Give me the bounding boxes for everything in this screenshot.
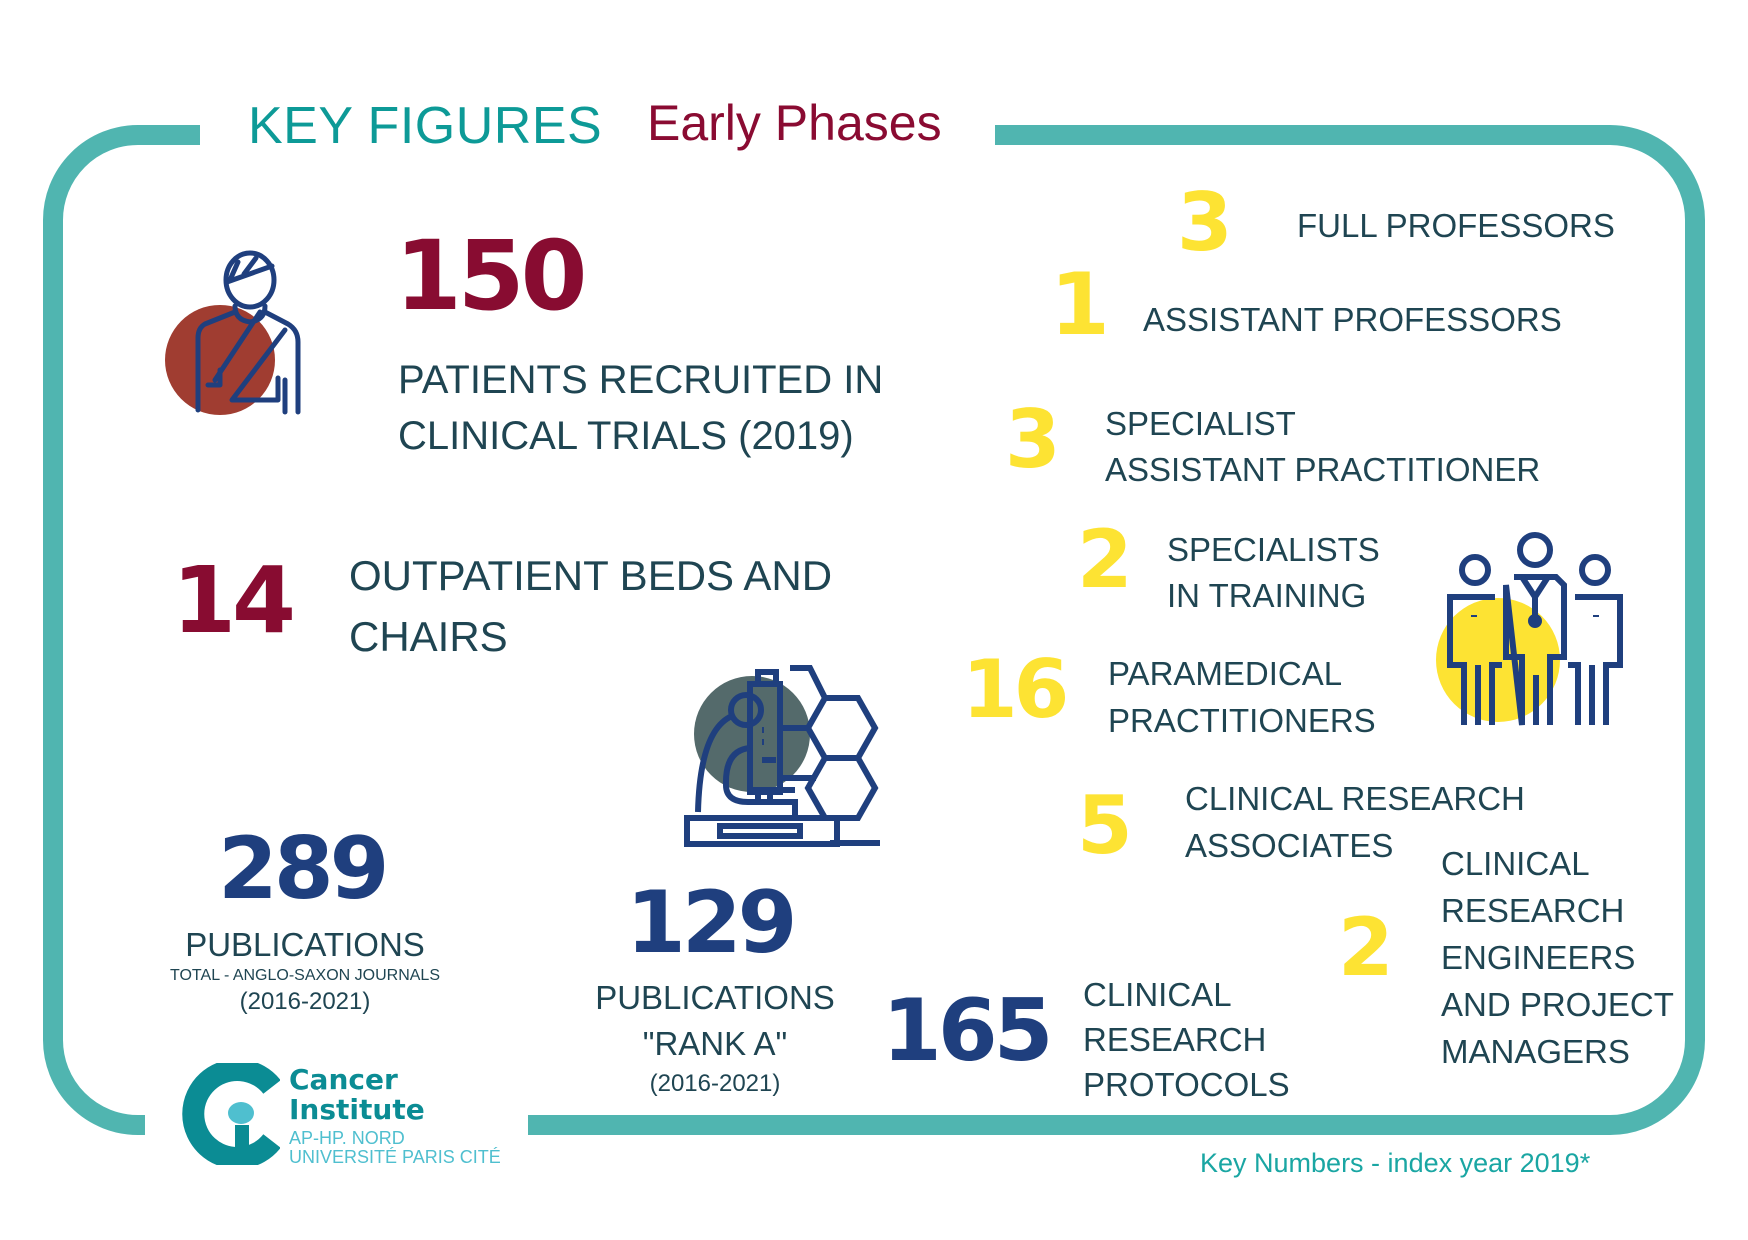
- staff-value-assistant-professors: 1: [1050, 255, 1110, 355]
- protocols-label-line: RESEARCH: [1083, 1021, 1267, 1058]
- staff-value-full-professors: 3: [1177, 176, 1233, 269]
- protocols-label-line: PROTOCOLS: [1083, 1066, 1290, 1103]
- patients-label: PATIENTS RECRUITED IN CLINICAL TRIALS (2…: [398, 352, 883, 464]
- staff-value-specialist-assistant: 3: [1005, 393, 1061, 486]
- logo-org: AP-HP. NORD: [289, 1128, 405, 1148]
- staff-label-line: CLINICAL RESEARCH: [1185, 780, 1525, 817]
- staff-label-line: ENGINEERS: [1441, 939, 1636, 976]
- beds-value: 14: [172, 547, 296, 654]
- patients-value: 150: [395, 220, 587, 332]
- staff-label-full-professors: FULL PROFESSORS: [1297, 207, 1615, 244]
- publications-total-label-block: PUBLICATIONS TOTAL - ANGLO-SAXON JOURNAL…: [155, 925, 455, 1017]
- logo-name: Cancer: [289, 1063, 398, 1096]
- beds-label-line: OUTPATIENT BEDS AND: [349, 552, 833, 599]
- page-subtitle: Early Phases: [647, 95, 942, 151]
- staff-label-line: RESEARCH: [1441, 892, 1625, 929]
- publications-rank-a-label: PUBLICATIONS: [595, 979, 835, 1016]
- staff-label-line: SPECIALIST: [1105, 405, 1296, 442]
- staff-label-paramedical: PARAMEDICAL PRACTITIONERS: [1108, 650, 1376, 744]
- staff-label-specialist-assistant: SPECIALIST ASSISTANT PRACTITIONER: [1105, 401, 1540, 493]
- staff-label-research-associates: CLINICAL RESEARCH ASSOCIATES: [1185, 775, 1525, 869]
- logo-name-2: Institute: [289, 1093, 425, 1126]
- publications-rank-a-value: 129: [626, 873, 798, 973]
- staff-label-line: SPECIALISTS: [1167, 531, 1380, 568]
- staff-label-assistant-professors: ASSISTANT PROFESSORS: [1143, 301, 1562, 338]
- injured-patient-icon: [160, 250, 330, 420]
- protocols-label: CLINICAL RESEARCH PROTOCOLS: [1083, 972, 1290, 1107]
- protocols-label-line: CLINICAL: [1083, 976, 1232, 1013]
- medical-team-icon: [1430, 525, 1640, 730]
- staff-label-engineers: CLINICAL RESEARCH ENGINEERS AND PROJECT …: [1441, 840, 1674, 1075]
- publications-total-value: 289: [218, 819, 390, 919]
- patients-label-line: CLINICAL TRIALS (2019): [398, 414, 854, 458]
- staff-label-line: PRACTITIONERS: [1108, 702, 1376, 739]
- patients-label-line: PATIENTS RECRUITED IN: [398, 358, 884, 402]
- protocols-value: 165: [882, 981, 1054, 1081]
- beds-label-line: CHAIRS: [349, 613, 508, 660]
- staff-value-specialists-training: 2: [1077, 513, 1133, 606]
- publications-total-sublabel: TOTAL - ANGLO-SAXON JOURNALS: [170, 967, 440, 984]
- staff-label-line: CLINICAL: [1441, 845, 1590, 882]
- staff-label-line: AND PROJECT: [1441, 986, 1674, 1023]
- publications-total-label: PUBLICATIONS: [185, 926, 425, 963]
- staff-value-research-associates: 5: [1077, 779, 1133, 872]
- staff-value-engineers: 2: [1338, 901, 1394, 994]
- title-gap: [200, 115, 995, 155]
- staff-label-line: IN TRAINING: [1167, 577, 1367, 614]
- staff-label-line: ASSOCIATES: [1185, 827, 1394, 864]
- publications-rank-a-label-block: PUBLICATIONS "RANK A" (2016-2021): [570, 975, 860, 1101]
- microscope-icon: [680, 660, 880, 850]
- publications-rank-a-period: (2016-2021): [649, 1070, 781, 1097]
- staff-value-paramedical: 16: [962, 643, 1069, 736]
- staff-label-line: MANAGERS: [1441, 1033, 1630, 1070]
- staff-label-specialists-training: SPECIALISTS IN TRAINING: [1167, 527, 1380, 619]
- staff-label-line: ASSISTANT PRACTITIONER: [1105, 451, 1541, 488]
- beds-label: OUTPATIENT BEDS AND CHAIRS: [349, 545, 832, 667]
- logo-university: UNIVERSITÉ PARIS CITÉ: [289, 1147, 501, 1167]
- footer-note: Key Numbers - index year 2019*: [1200, 1148, 1591, 1178]
- publications-rank-a-sublabel: "RANK A": [642, 1025, 788, 1062]
- page-title: KEY FIGURES: [248, 97, 603, 155]
- staff-label-line: PARAMEDICAL: [1108, 655, 1343, 692]
- cancer-institute-logo: Cancer Institute AP-HP. NORD UNIVERSITÉ …: [180, 1063, 560, 1183]
- publications-total-period: (2016-2021): [239, 988, 371, 1015]
- logo-mark-icon: [180, 1063, 280, 1165]
